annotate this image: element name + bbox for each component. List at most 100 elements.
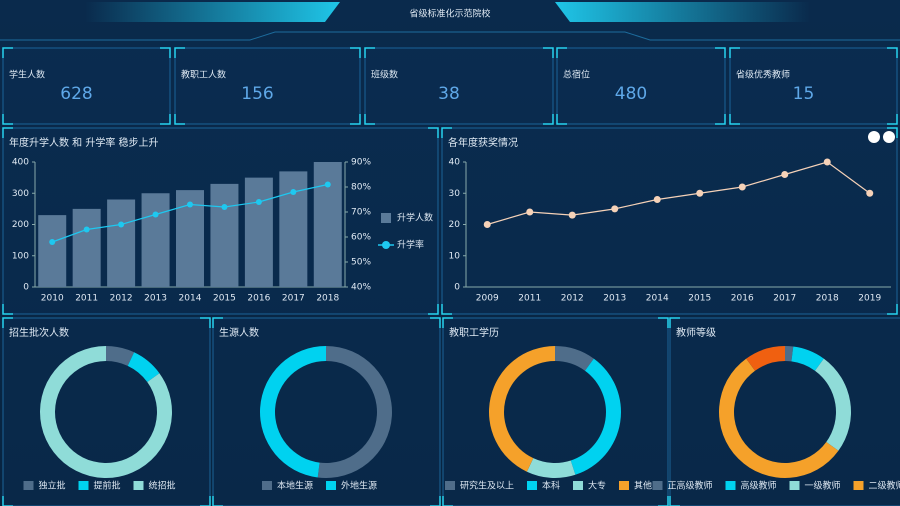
panel [2, 47, 171, 125]
point [653, 196, 661, 203]
y2-tick-label: 90% [351, 158, 371, 168]
panel-corner [543, 114, 554, 125]
panel-corner [543, 47, 554, 58]
donut-segment [317, 346, 392, 478]
bar [210, 183, 239, 287]
x-tick-label: 2015 [688, 294, 711, 304]
point [483, 221, 491, 228]
legend-swatch [789, 481, 800, 490]
legend-swatch [853, 481, 864, 490]
legend-label: 升学率 [397, 239, 424, 251]
donut-segment [526, 458, 576, 478]
y-tick-label: 400 [12, 158, 29, 168]
panel-corner [2, 496, 13, 506]
x-tick-label: 2012 [561, 294, 584, 304]
y-tick-label: 300 [12, 189, 29, 199]
y-tick-label: 0 [454, 283, 460, 293]
legend-swatch [619, 481, 629, 490]
x-tick-label: 2013 [144, 294, 167, 304]
panel-corner [2, 304, 13, 315]
x-tick-label: 2014 [179, 294, 202, 304]
chart-title: 年度升学人数 和 升学率 稳步上升 [9, 136, 159, 149]
panel-corner [350, 114, 361, 125]
panel-corner [669, 317, 680, 328]
legend-swatch [382, 241, 390, 249]
point [526, 208, 534, 216]
panel-corner [887, 304, 898, 315]
panel-corner [174, 114, 185, 125]
bar [107, 199, 136, 287]
point [221, 204, 228, 210]
y-tick-label: 30 [449, 189, 461, 199]
donut-segment [555, 346, 594, 371]
x-tick-label: 2013 [603, 294, 626, 304]
x-tick-label: 2017 [773, 294, 796, 304]
panel [556, 47, 726, 125]
point [866, 189, 874, 197]
panel-corner [658, 317, 669, 328]
panel-corner [2, 47, 13, 58]
panel-corner [160, 114, 171, 125]
x-tick-label: 2014 [646, 294, 669, 304]
legend-swatch [527, 481, 537, 490]
panel-corner [669, 496, 680, 506]
panel-corner [364, 47, 375, 58]
legend-swatch [23, 481, 34, 490]
chart-title: 生源人数 [219, 326, 259, 339]
bar [72, 208, 101, 287]
y-tick-label: 10 [449, 251, 461, 261]
header-deco [85, 2, 340, 22]
panel [441, 127, 898, 315]
point [152, 211, 159, 218]
x-tick-label: 2016 [731, 294, 754, 304]
line [487, 161, 871, 226]
panel-corner [441, 127, 452, 138]
chart-title: 教职工学历 [449, 326, 499, 339]
kpi-value: 480 [615, 84, 647, 104]
panel-corner [887, 127, 898, 138]
donut-segment [746, 346, 785, 371]
panel-corner [887, 114, 898, 125]
chart-title: 各年度获奖情况 [448, 136, 518, 149]
donut-segment [488, 346, 555, 472]
point [823, 158, 831, 166]
chart-title: 教师等级 [676, 326, 716, 339]
legend-label: 高级教师 [741, 480, 777, 492]
y2-tick-label: 70% [351, 208, 371, 218]
panel-corner [715, 114, 726, 125]
kpi-value: 38 [438, 84, 460, 104]
panel-corner [430, 317, 441, 328]
panel-corner [212, 496, 223, 506]
donut-segment [785, 346, 794, 362]
x-tick-label: 2017 [282, 294, 305, 304]
bar [313, 162, 342, 287]
panel-corner [2, 127, 13, 138]
x-tick-label: 2011 [75, 294, 98, 304]
legend-swatch [78, 481, 89, 490]
point [49, 239, 56, 245]
legend-swatch [725, 481, 736, 490]
toolbar-icon [883, 131, 895, 143]
y-tick-label: 200 [12, 220, 29, 230]
y2-tick-label: 40% [351, 283, 371, 293]
panel-corner [428, 304, 439, 315]
panel-corner [715, 47, 726, 58]
legend-swatch [445, 481, 455, 490]
panel-corner [212, 317, 223, 328]
donut-segment [791, 346, 824, 371]
panel-corner [428, 127, 439, 138]
donut-segment [259, 346, 326, 478]
legend-swatch [652, 481, 663, 490]
y2-tick-label: 50% [351, 258, 371, 268]
legend-swatch [573, 481, 583, 490]
panel-corner [160, 47, 171, 58]
point [324, 181, 331, 188]
donut-segment [127, 352, 160, 383]
kpi-value: 628 [60, 84, 92, 104]
kpi-value: 15 [793, 84, 815, 104]
legend-label: 研究生及以上 [460, 480, 514, 492]
point [290, 189, 297, 195]
kpi-label: 班级数 [371, 69, 398, 81]
